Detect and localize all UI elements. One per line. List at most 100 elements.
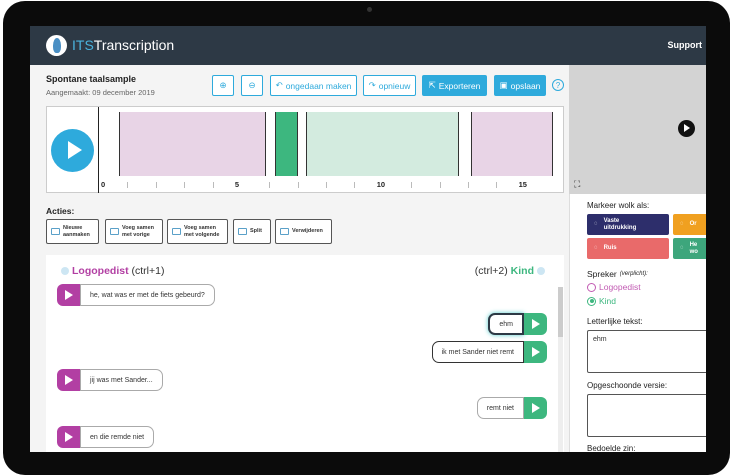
message-text[interactable]: ehm (488, 313, 524, 335)
action-label: Split (250, 228, 262, 234)
zoom-in-icon: ⊕ (219, 80, 227, 90)
message-text[interactable]: he, wat was er met de fiets gebeurd? (80, 284, 215, 306)
support-link[interactable]: Support (667, 40, 703, 50)
action-split[interactable]: Split (233, 219, 271, 244)
scrollbar[interactable] (558, 287, 563, 452)
minor-tick (467, 182, 469, 188)
minor-tick (155, 182, 157, 188)
speech-bubble-icon (238, 228, 247, 235)
timeline-axis (98, 107, 99, 193)
mark-ruis[interactable]: ◌ Ruis (587, 238, 669, 259)
message-text[interactable]: en die remde niet (80, 426, 155, 448)
radio-icon (587, 282, 596, 292)
mark-he[interactable]: ◌ He wo (673, 238, 706, 259)
zoom-out-button[interactable]: ⊖ (241, 75, 263, 96)
minor-tick (127, 182, 129, 188)
play-segment-button[interactable] (57, 426, 80, 448)
mark-icon: ◌ (594, 245, 598, 251)
right-speaker-header: (ctrl+2) Kind (475, 265, 548, 277)
action-voeg-samen[interactable]: Voeg samen met vorige (105, 219, 163, 244)
action-voeg-samen[interactable]: Voeg samen met volgende (167, 219, 228, 244)
redo-button[interactable]: ↷ opnieuw (363, 75, 416, 96)
export-button[interactable]: ⇱ Exporteren (422, 75, 487, 96)
message-bubble[interactable]: en die remde niet (57, 426, 155, 448)
tick-label: 15 (518, 180, 527, 189)
video-play-button[interactable] (678, 120, 695, 137)
speaker-label: Spreker (verplicht): (587, 269, 648, 279)
save-button[interactable]: ▣ opslaan (494, 75, 546, 96)
zoom-out-icon: ⊖ (248, 80, 256, 90)
action-label: Verwijderen (292, 228, 323, 234)
radio-checked-icon (587, 296, 596, 306)
redo-icon: ↷ (368, 80, 376, 90)
created-date: Aangemaakt: 09 december 2019 (46, 88, 155, 97)
action-verwijderen[interactable]: Verwijderen (275, 219, 332, 244)
literal-label: Letterlijke tekst: (587, 317, 643, 326)
message-text[interactable]: remt niet (476, 397, 524, 419)
tick-label: 0 (101, 180, 106, 189)
minor-tick (269, 182, 271, 188)
edit-icon[interactable] (61, 267, 69, 276)
action-label: Voeg samen met volgende (184, 224, 220, 238)
mark-icon: ◌ (680, 221, 684, 227)
radio-logopedist[interactable]: Logopedist (587, 282, 641, 292)
zoom-in-button[interactable]: ⊕ (212, 75, 234, 96)
message-bubble[interactable]: jij was met Sander... (57, 369, 163, 391)
play-segment-button[interactable] (57, 369, 80, 391)
undo-button[interactable]: ↶ ongedaan maken (270, 75, 357, 96)
mark-icon: ◌ (680, 245, 684, 251)
page-title: Spontane taalsample (46, 74, 137, 84)
mark-icon: ◌ (594, 221, 598, 227)
minor-tick (411, 182, 413, 188)
speech-bubble-icon (172, 228, 181, 235)
play-button[interactable] (51, 129, 94, 172)
message-bubble[interactable]: he, wat was er met de fiets gebeurd? (57, 284, 215, 306)
mark-label: Markeer wolk als: (587, 201, 650, 210)
minor-tick (496, 182, 498, 188)
waveform-timeline[interactable]: 0 5 10 15 (46, 106, 564, 193)
clean-text-input[interactable] (587, 394, 706, 437)
export-icon: ⇱ (428, 80, 436, 90)
speech-bubble-icon (51, 228, 60, 235)
segment-logopedist[interactable] (118, 112, 267, 176)
action-nieuwe[interactable]: Nieuwe aanmaken (46, 219, 99, 244)
segment-kind[interactable] (274, 112, 298, 176)
left-speaker-header: Logopedist (ctrl+1) (58, 265, 164, 277)
segment-kind[interactable] (306, 112, 460, 176)
help-icon[interactable]: ? (552, 79, 564, 91)
mark-vaste[interactable]: ◌ Vaste uitdrukking (587, 214, 669, 235)
play-segment-button[interactable] (524, 313, 547, 335)
segment-logopedist[interactable] (470, 112, 553, 176)
meant-label: Bedoelde zin: (587, 444, 636, 452)
clean-label: Opgeschoonde versie: (587, 381, 668, 390)
minor-tick (439, 182, 441, 188)
message-bubble[interactable]: remt niet (476, 397, 547, 419)
message-text[interactable]: ik met Sander niet remt (431, 341, 524, 363)
play-segment-button[interactable] (57, 284, 80, 306)
message-text[interactable]: jij was met Sander... (80, 369, 163, 391)
edit-icon[interactable] (537, 267, 545, 276)
minor-tick (212, 182, 214, 188)
play-segment-button[interactable] (524, 341, 547, 363)
speech-bubble-icon (110, 228, 119, 235)
app-screen: ITSTranscription Support Spontane taalsa… (30, 26, 706, 452)
play-segment-button[interactable] (524, 397, 547, 419)
transcript-panel: Logopedist (ctrl+1) (ctrl+2) Kind he, wa… (46, 255, 564, 452)
literal-text-input[interactable]: ehm (587, 330, 706, 373)
brand[interactable]: ITSTranscription (72, 37, 175, 53)
minor-tick (326, 182, 327, 188)
camera (367, 7, 372, 12)
actions-label: Acties: (46, 206, 75, 216)
speech-bubble-icon (280, 228, 289, 235)
message-bubble[interactable]: ehm (488, 313, 547, 335)
mark-or[interactable]: ◌ Or (673, 214, 706, 235)
message-bubble[interactable]: ik met Sander niet remt (431, 341, 547, 363)
fullscreen-icon[interactable]: ⛶ (574, 179, 581, 189)
tick-label: 5 (234, 180, 240, 189)
undo-icon: ↶ (275, 80, 283, 90)
radio-kind[interactable]: Kind (587, 296, 616, 306)
logo-icon (46, 35, 67, 56)
video-player[interactable]: ⛶ (569, 65, 706, 194)
minor-tick (297, 182, 299, 188)
action-label: Nieuwe aanmaken (63, 224, 90, 238)
